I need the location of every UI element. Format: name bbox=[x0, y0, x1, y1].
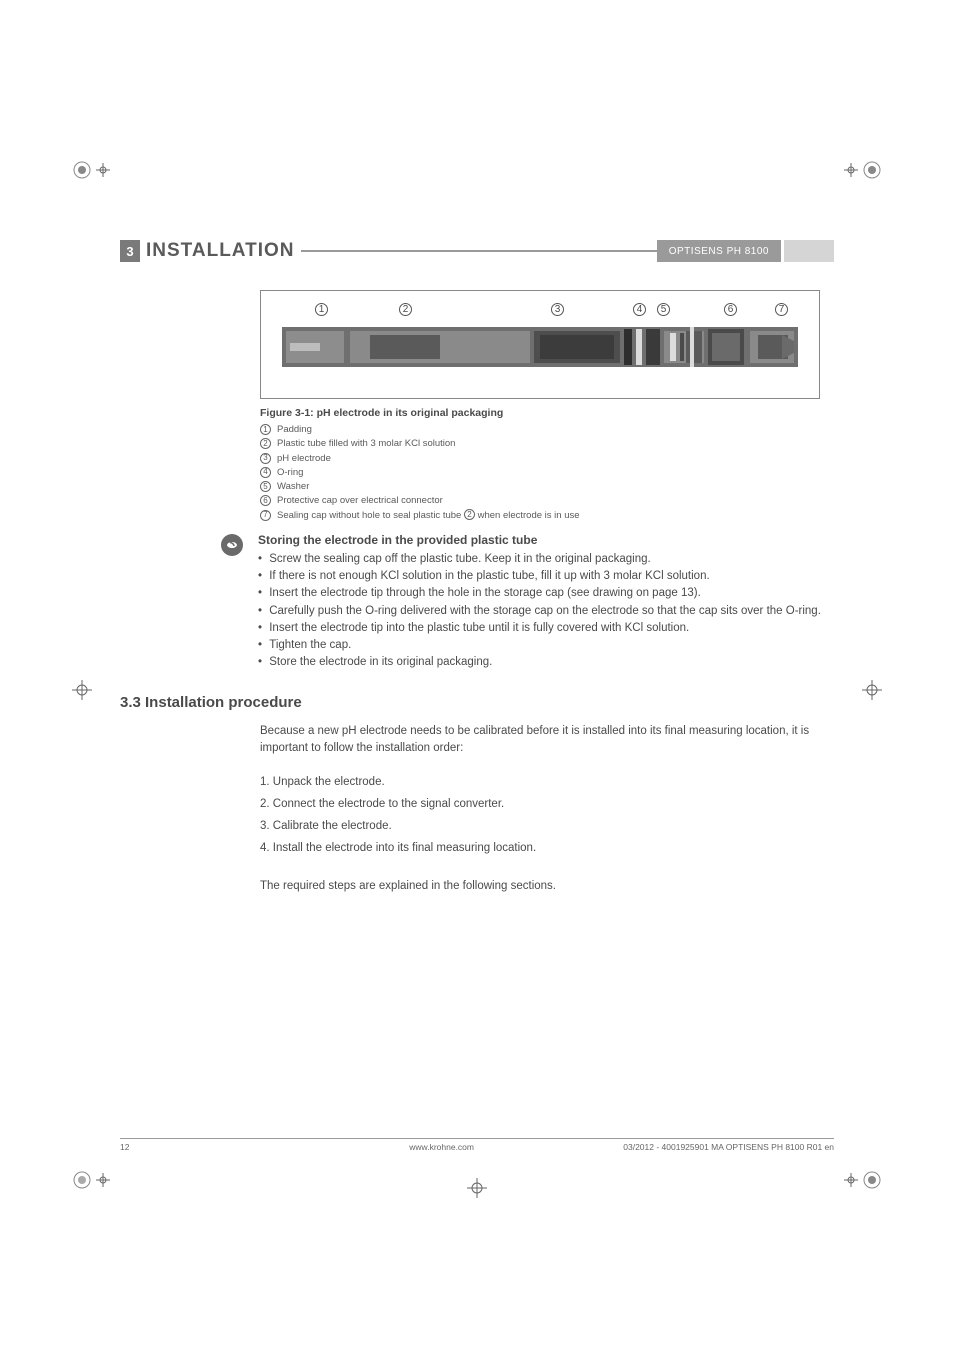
section-outro: The required steps are explained in the … bbox=[260, 878, 834, 896]
legend-text: Plastic tube filled with 3 molar KCl sol… bbox=[277, 437, 455, 451]
step-item: 2. Connect the electrode to the signal c… bbox=[260, 794, 834, 816]
page-number: 12 bbox=[120, 1142, 260, 1152]
chapter-number: 3 bbox=[120, 240, 140, 262]
crop-mark-icon bbox=[70, 150, 110, 190]
list-item: If there is not enough KCl solution in t… bbox=[258, 568, 834, 585]
info-section: Storing the electrode in the provided pl… bbox=[120, 533, 834, 672]
legend-item: 1 Padding bbox=[260, 423, 834, 437]
legend-text: Washer bbox=[277, 480, 309, 494]
legend-item: 5 Washer bbox=[260, 480, 834, 494]
legend-number: 5 bbox=[260, 481, 271, 492]
legend-text: O-ring bbox=[277, 466, 303, 480]
list-item: Insert the electrode tip through the hol… bbox=[258, 585, 834, 602]
legend-item: 4 O-ring bbox=[260, 466, 834, 480]
crop-mark-icon bbox=[852, 670, 892, 710]
list-item: Store the electrode in its original pack… bbox=[258, 654, 834, 671]
storing-list: Screw the sealing cap off the plastic tu… bbox=[258, 551, 834, 672]
crop-mark-icon bbox=[70, 1160, 110, 1200]
page-footer: 12 www.krohne.com 03/2012 - 4001925901 M… bbox=[120, 1138, 834, 1152]
callout-number: 7 bbox=[775, 303, 788, 316]
step-item: 4. Install the electrode into its final … bbox=[260, 838, 834, 860]
step-item: 3. Calibrate the electrode. bbox=[260, 816, 834, 838]
crop-mark-icon bbox=[62, 670, 102, 710]
callout-number: 3 bbox=[551, 303, 564, 316]
figure-legend: 1 Padding 2 Plastic tube filled with 3 mola… bbox=[260, 423, 834, 523]
footer-doc-id: 03/2012 - 4001925901 MA OPTISENS PH 8100… bbox=[623, 1142, 834, 1152]
legend-item: 2 Plastic tube filled with 3 molar KCl so… bbox=[260, 437, 834, 451]
chapter-title: INSTALLATION bbox=[140, 240, 657, 262]
crop-mark-icon bbox=[457, 1168, 497, 1208]
legend-text: Padding bbox=[277, 423, 312, 437]
list-item: Insert the electrode tip into the plasti… bbox=[258, 620, 834, 637]
list-item: Carefully push the O-ring delivered with… bbox=[258, 603, 834, 620]
header-end-bar bbox=[784, 240, 834, 262]
legend-number: 3 bbox=[260, 453, 271, 464]
crop-mark-icon bbox=[844, 1160, 884, 1200]
product-name: OPTISENS PH 8100 bbox=[657, 240, 781, 262]
crop-mark-icon bbox=[844, 150, 884, 190]
callout-number: 1 bbox=[315, 303, 328, 316]
callout-number: 6 bbox=[724, 303, 737, 316]
legend-item: 7 Sealing cap without hole to seal plasti… bbox=[260, 509, 834, 523]
legend-number: 1 bbox=[260, 424, 271, 435]
legend-item: 3 pH electrode bbox=[260, 452, 834, 466]
figure-caption: Figure 3-1: pH electrode in its original… bbox=[260, 407, 834, 419]
legend-number: 7 bbox=[260, 510, 271, 521]
section-intro: Because a new pH electrode needs to be c… bbox=[260, 723, 834, 759]
installation-steps: 1. Unpack the electrode.2. Connect the e… bbox=[260, 772, 834, 859]
legend-text: pH electrode bbox=[277, 452, 331, 466]
legend-text: Protective cap over electrical connector bbox=[277, 494, 443, 508]
chapter-header: 3 INSTALLATION OPTISENS PH 8100 bbox=[120, 240, 834, 262]
list-item: Screw the sealing cap off the plastic tu… bbox=[258, 551, 834, 568]
callout-number: 2 bbox=[399, 303, 412, 316]
list-item: Tighten the cap. bbox=[258, 637, 834, 654]
figure-box: 1 2 3 45 6 7 bbox=[260, 290, 820, 399]
footer-site: www.krohne.com bbox=[260, 1142, 623, 1152]
legend-item: 6 Protective cap over electrical connecto… bbox=[260, 494, 834, 508]
callout-number: 5 bbox=[657, 303, 670, 316]
callout-number: 4 bbox=[633, 303, 646, 316]
step-item: 1. Unpack the electrode. bbox=[260, 772, 834, 794]
legend-number: 6 bbox=[260, 495, 271, 506]
legend-number: 2 bbox=[260, 438, 271, 449]
section-heading: 3.3 Installation procedure bbox=[120, 694, 834, 711]
legend-number: 4 bbox=[260, 467, 271, 478]
info-icon bbox=[220, 533, 244, 672]
electrode-diagram bbox=[279, 321, 801, 373]
storing-title: Storing the electrode in the provided pl… bbox=[258, 533, 834, 547]
legend-text: Sealing cap without hole to seal plastic… bbox=[277, 509, 580, 523]
